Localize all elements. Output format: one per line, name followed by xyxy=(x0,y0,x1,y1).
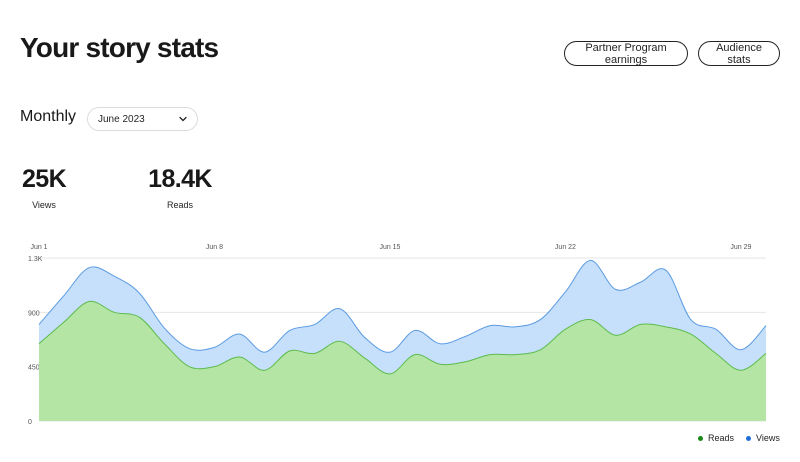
views-point xyxy=(188,347,191,350)
chevron-down-icon xyxy=(179,116,187,122)
views-point xyxy=(739,348,742,351)
reads-point xyxy=(213,365,216,368)
views-point xyxy=(639,281,642,284)
views-point xyxy=(163,327,166,330)
reads-point xyxy=(439,363,442,366)
reads-point xyxy=(414,353,417,356)
reads-stat-value: 18.4K xyxy=(148,165,212,193)
views-point xyxy=(664,269,667,272)
page-title: Your story stats xyxy=(20,32,219,63)
views-point xyxy=(765,324,768,327)
views-point xyxy=(263,351,266,354)
reads-point xyxy=(765,352,768,355)
x-tick-label: Jun 1 xyxy=(30,244,47,251)
views-point xyxy=(138,292,141,295)
audience-stats-button[interactable]: Audience stats xyxy=(698,41,780,66)
views-stat-value: 25K xyxy=(21,165,67,193)
views-point xyxy=(464,335,467,338)
reads-point xyxy=(739,369,742,372)
legend-item-reads: Reads xyxy=(698,433,734,443)
reads-point xyxy=(113,311,116,314)
views-point xyxy=(388,351,391,354)
views-line xyxy=(38,259,767,353)
views-point xyxy=(689,318,692,321)
reads-point xyxy=(363,357,366,360)
views-point xyxy=(63,294,66,297)
views-point xyxy=(514,325,517,328)
y-tick-label: 900 xyxy=(28,310,40,317)
views-point xyxy=(564,290,567,293)
period-label: Monthly xyxy=(20,108,77,125)
reads-point xyxy=(539,348,542,351)
reads-point xyxy=(689,333,692,336)
views-point xyxy=(338,307,341,310)
month-select[interactable]: June 2023 xyxy=(87,107,198,131)
views-point xyxy=(313,323,316,326)
legend-item-views: Views xyxy=(746,433,780,443)
views-point xyxy=(714,328,717,331)
views-point xyxy=(88,266,91,269)
reads-point xyxy=(614,334,617,337)
views-point xyxy=(238,333,241,336)
views-point xyxy=(589,259,592,262)
reads-point xyxy=(38,342,41,345)
views-point xyxy=(288,329,291,332)
reads-legend-dot xyxy=(698,435,703,441)
y-tick-label: 1.3K xyxy=(28,256,43,263)
reads-point xyxy=(163,342,166,345)
views-point xyxy=(439,342,442,345)
views-point xyxy=(113,275,116,278)
month-select-value: June 2023 xyxy=(98,113,145,125)
legend-label-reads: Reads xyxy=(708,433,735,443)
views-stat: 25K Views xyxy=(20,164,68,210)
reads-point xyxy=(188,365,191,368)
views-point xyxy=(38,323,41,326)
views-point xyxy=(614,288,617,291)
reads-point xyxy=(664,325,667,328)
reads-point xyxy=(514,353,517,356)
x-tick-label: Jun 29 xyxy=(730,244,751,251)
reads-area xyxy=(39,301,766,421)
reads-point xyxy=(489,353,492,356)
reads-point xyxy=(238,356,241,359)
reads-point xyxy=(288,349,291,352)
views-point xyxy=(213,346,216,349)
x-tick-label: Jun 8 xyxy=(206,244,223,251)
reads-point xyxy=(338,340,341,343)
views-legend-dot xyxy=(746,435,751,441)
legend-label-views: Views xyxy=(756,433,780,443)
views-point xyxy=(489,324,492,327)
x-tick-label: Jun 15 xyxy=(379,244,400,251)
views-point xyxy=(414,329,417,332)
reads-stat-label: Reads xyxy=(166,200,193,210)
reads-point xyxy=(63,320,66,323)
views-point xyxy=(539,318,542,321)
reads-point xyxy=(138,316,141,319)
stats-chart: 1.3K 900 450 0 Jun 1 Jun 8 Jun 15 Jun 22 Jun 29 xyxy=(28,244,768,426)
y-tick-label: 450 xyxy=(28,365,40,372)
partner-program-earnings-button[interactable]: Partner Program earnings xyxy=(564,41,688,66)
reads-point xyxy=(639,323,642,326)
reads-point xyxy=(388,372,391,375)
reads-point xyxy=(313,352,316,355)
x-tick-label: Jun 22 xyxy=(555,244,576,251)
reads-point xyxy=(564,328,567,331)
reads-line xyxy=(38,300,767,375)
y-tick-label: 0 xyxy=(28,419,32,426)
views-point xyxy=(363,336,366,339)
reads-stat: 18.4K Reads xyxy=(147,164,213,210)
reads-point xyxy=(88,300,91,303)
views-stat-label: Views xyxy=(32,200,56,210)
reads-point xyxy=(464,360,467,363)
reads-point xyxy=(589,318,592,321)
reads-point xyxy=(263,369,266,372)
reads-point xyxy=(714,352,717,355)
